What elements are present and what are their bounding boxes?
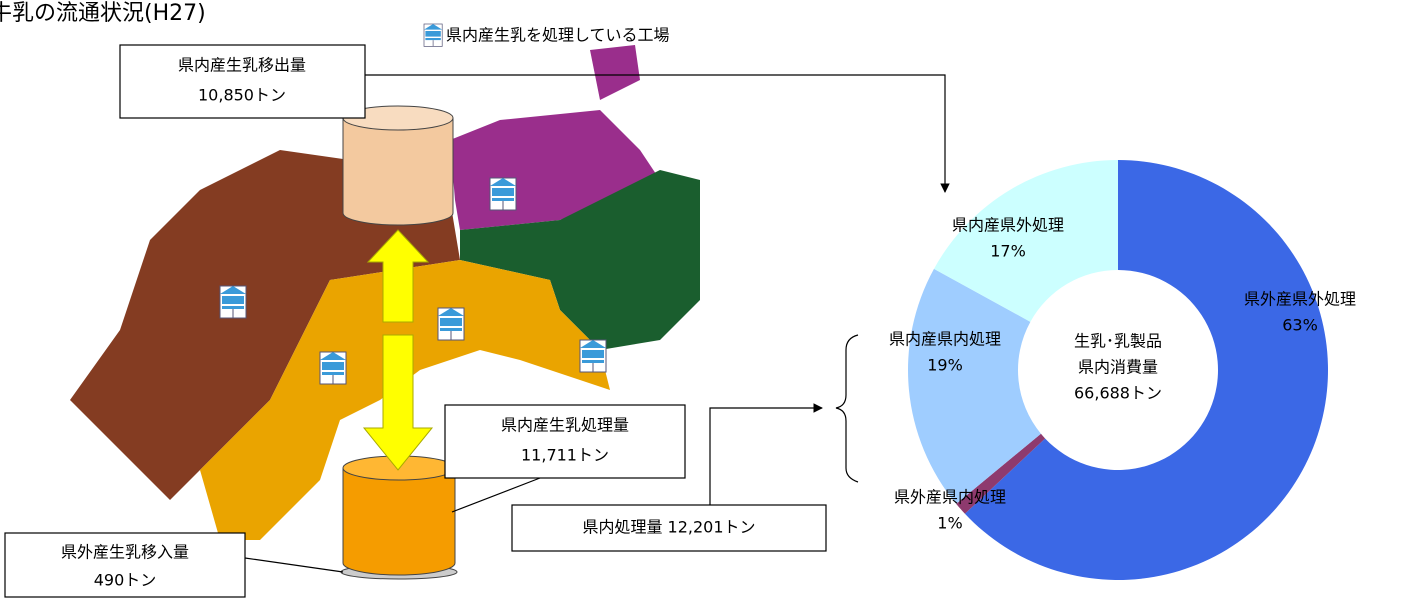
box xyxy=(444,404,686,479)
segment-name: 県外産県内処理 xyxy=(894,488,1006,507)
segment-value: 1% xyxy=(937,514,962,533)
donut-center: 66,688トン xyxy=(1074,384,1162,403)
donut-segment xyxy=(933,160,1118,322)
factory-icon xyxy=(489,177,517,211)
factory-icon xyxy=(319,351,347,385)
connector xyxy=(709,403,823,505)
donut-segment xyxy=(956,433,1046,514)
segment-name: 県内産県内処理 xyxy=(889,330,1001,349)
donut-center: 生乳･乳製品 xyxy=(1074,332,1162,351)
donut-segment xyxy=(964,160,1329,580)
map xyxy=(70,45,700,540)
segment-value: 63% xyxy=(1282,316,1318,335)
brace xyxy=(835,334,859,483)
legend: 県内産生乳を処理している工場 xyxy=(446,26,670,45)
box-amount: 10,850トン xyxy=(198,86,286,105)
segment-value: 19% xyxy=(927,356,963,375)
box-label: 県内産生乳移出量 xyxy=(178,56,306,75)
factory-icon xyxy=(579,339,607,373)
segment-value: 17% xyxy=(990,242,1026,261)
connector xyxy=(365,74,950,193)
arrow-down xyxy=(362,334,434,471)
arrow-up xyxy=(366,229,430,323)
donut xyxy=(908,160,1329,580)
title: 牛乳の流通状況(H27) xyxy=(0,1,206,26)
box xyxy=(4,532,246,598)
connector xyxy=(451,477,541,513)
box xyxy=(119,44,366,119)
box-label: 県外産生乳移入量 xyxy=(61,543,189,562)
donut-center: 県内消費量 xyxy=(1078,358,1158,377)
segment-name: 県内産県外処理 xyxy=(952,216,1064,235)
box-label: 県内処理量 12,201トン xyxy=(582,518,755,537)
donut-segment xyxy=(908,268,1041,504)
factory-icon xyxy=(219,285,247,319)
legend-icon xyxy=(423,23,443,47)
connector xyxy=(244,557,344,573)
box-label: 県内産生乳処理量 xyxy=(501,416,629,435)
box-amount: 11,711トン xyxy=(521,446,609,465)
box xyxy=(511,504,827,552)
cylinder-top xyxy=(342,105,454,226)
segment-name: 県外産県外処理 xyxy=(1244,290,1356,309)
cylinder-bottom xyxy=(340,455,458,580)
factory-icon xyxy=(437,307,465,341)
box-amount: 490トン xyxy=(94,571,157,590)
